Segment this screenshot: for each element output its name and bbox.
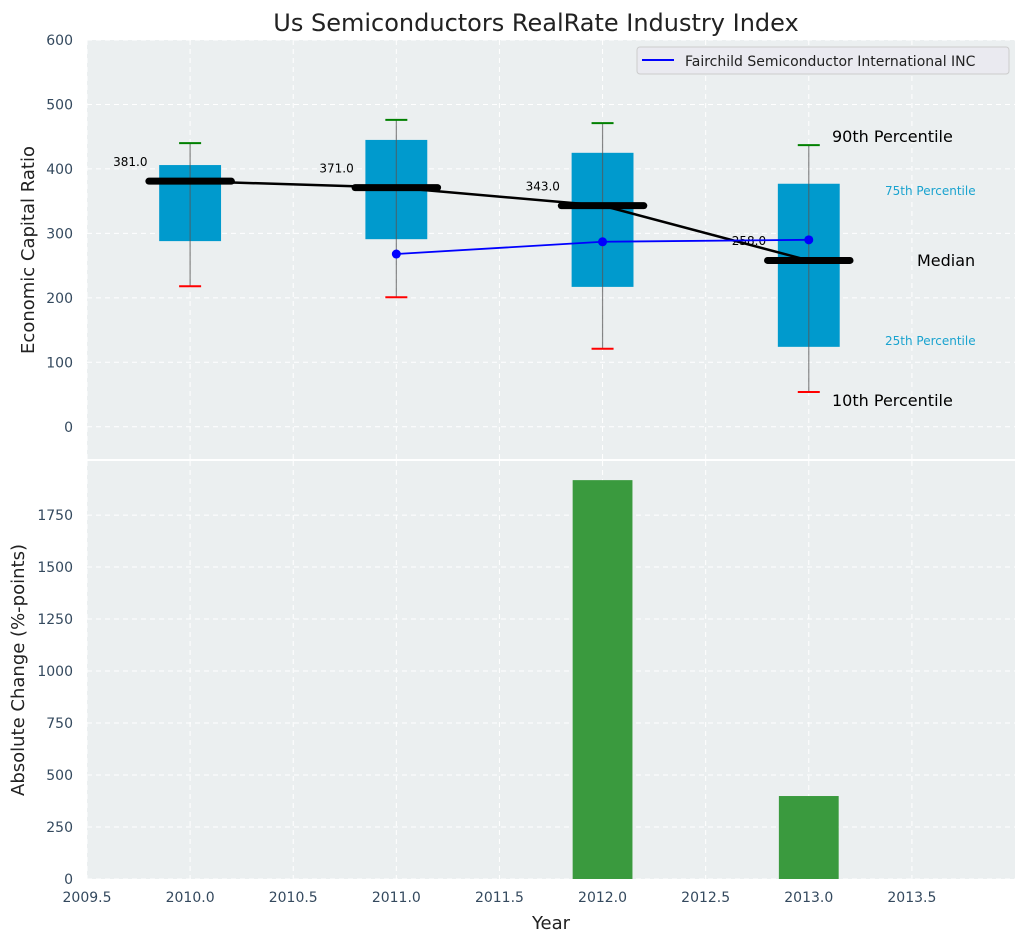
annotation-p10: 10th Percentile xyxy=(832,391,953,410)
median-value-label: 343.0 xyxy=(526,179,560,193)
top-y-tick-label: 500 xyxy=(46,97,73,113)
annotation-p25: 25th Percentile xyxy=(885,334,976,348)
fairchild-point xyxy=(598,237,608,247)
x-tick-label: 2010.5 xyxy=(269,890,318,906)
bottom-y-axis-label: Absolute Change (%-points) xyxy=(8,544,29,796)
annotation-p75: 75th Percentile xyxy=(885,184,976,198)
median-value-label: 381.0 xyxy=(113,155,147,169)
legend: Fairchild Semiconductor International IN… xyxy=(636,46,1010,75)
bottom-y-tick-label: 750 xyxy=(46,716,73,732)
top-y-axis-label: Economic Capital Ratio xyxy=(18,146,39,354)
bottom-y-tick-label: 0 xyxy=(64,872,73,888)
annotation-median: Median xyxy=(917,251,975,270)
change-bar xyxy=(778,796,839,879)
fairchild-point xyxy=(391,249,401,259)
x-tick-label: 2011.5 xyxy=(475,890,524,906)
chart-title: Us Semiconductors RealRate Industry Inde… xyxy=(273,9,798,37)
top-plot-area xyxy=(87,40,1015,459)
fairchild-point xyxy=(804,235,814,245)
top-y-tick-label: 0 xyxy=(64,420,73,436)
median-value-label: 371.0 xyxy=(319,161,353,175)
change-bar xyxy=(572,480,633,879)
top-y-tick-label: 400 xyxy=(46,162,73,178)
top-y-tick-label: 200 xyxy=(46,291,73,307)
x-tick-label: 2013.0 xyxy=(784,890,833,906)
legend-box xyxy=(636,46,1010,75)
x-tick-label: 2009.5 xyxy=(63,890,112,906)
legend-label: Fairchild Semiconductor International IN… xyxy=(685,54,976,70)
bottom-plot-area xyxy=(87,461,1015,879)
x-tick-label: 2010.0 xyxy=(166,890,215,906)
x-tick-label: 2011.0 xyxy=(372,890,421,906)
bottom-y-tick-label: 250 xyxy=(46,820,73,836)
bottom-y-tick-label: 1750 xyxy=(37,508,73,524)
x-tick-label: 2012.5 xyxy=(681,890,730,906)
annotation-p90: 90th Percentile xyxy=(832,127,953,146)
x-tick-label: 2013.5 xyxy=(887,890,936,906)
top-y-tick-label: 300 xyxy=(46,226,73,242)
x-tick-label: 2012.0 xyxy=(578,890,627,906)
bottom-y-tick-label: 1250 xyxy=(37,612,73,628)
bottom-y-tick-label: 1500 xyxy=(37,560,73,576)
bottom-y-tick-label: 500 xyxy=(46,768,73,784)
top-y-tick-label: 600 xyxy=(46,33,73,49)
median-trend-line xyxy=(190,179,810,262)
top-y-tick-label: 100 xyxy=(46,355,73,371)
x-axis-label: Year xyxy=(531,913,571,934)
bottom-y-tick-label: 1000 xyxy=(37,664,73,680)
